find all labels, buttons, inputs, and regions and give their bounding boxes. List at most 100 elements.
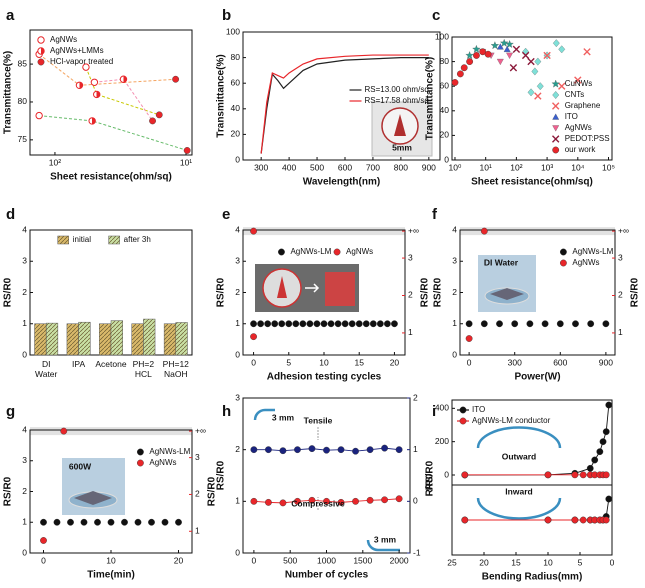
marker <box>465 320 473 328</box>
x-tick-label: 10³ <box>541 162 553 172</box>
marker <box>292 320 300 328</box>
axis-break-band <box>460 227 615 236</box>
marker <box>461 471 469 479</box>
marker <box>544 516 552 524</box>
x-tick-label: 0 <box>251 357 256 367</box>
y-tick-label: 0 <box>452 349 457 359</box>
x-tick-label: 900 <box>422 162 436 172</box>
marker <box>505 39 514 48</box>
marker <box>511 320 519 328</box>
x-tick-label: 500 <box>310 162 324 172</box>
marker <box>175 518 182 526</box>
marker <box>472 44 481 53</box>
marker <box>579 516 587 524</box>
y-tick-label: 1 <box>235 496 240 506</box>
marker <box>556 320 564 328</box>
marker <box>40 518 47 526</box>
legend-marker <box>560 259 567 267</box>
marker <box>499 38 509 47</box>
legend-label: ITO <box>565 112 578 121</box>
x-tick-label: 1000 <box>317 555 336 565</box>
marker <box>552 39 560 48</box>
x-tick-label: DI Water <box>35 359 58 379</box>
marker <box>461 516 469 524</box>
legend-label: RS=13.00 ohm/sq <box>365 85 429 94</box>
y2-tick-label: 0 <box>413 496 418 506</box>
x-axis-label: Adhesion testing cycles <box>267 372 382 383</box>
marker <box>40 537 47 544</box>
marker <box>602 428 610 436</box>
y-tick-label: 20 <box>440 130 450 140</box>
marker <box>605 495 613 503</box>
marker <box>119 75 128 83</box>
marker <box>320 320 328 328</box>
bar <box>131 323 144 356</box>
marker <box>571 516 579 524</box>
marker <box>323 497 330 505</box>
y-tick-label: 0 <box>235 154 240 164</box>
marker <box>456 70 464 78</box>
y2-tick-label: -1 <box>413 547 421 557</box>
marker <box>75 81 84 90</box>
marker <box>527 57 535 66</box>
marker <box>571 471 579 479</box>
legend-swatch <box>57 235 69 245</box>
y2-tick-label: 3 <box>618 252 623 262</box>
annotation: Compressive <box>291 498 345 508</box>
x-tick-label: 600 <box>338 162 352 172</box>
marker <box>250 446 258 454</box>
marker <box>541 320 549 328</box>
x-tick-label: 10² <box>510 162 522 172</box>
bar <box>45 322 59 356</box>
legend-label: CuNWs <box>565 79 593 88</box>
inset-f <box>478 255 536 312</box>
legend-label: initial <box>73 235 91 244</box>
marker <box>250 227 257 235</box>
y-tick-label: 3 <box>235 392 240 402</box>
marker <box>341 320 349 328</box>
y-tick-label: 0 <box>235 349 240 359</box>
marker <box>366 496 374 504</box>
marker <box>294 497 301 505</box>
bar <box>163 323 177 356</box>
legend-label: RS=17.58 ohm/sq <box>365 96 429 105</box>
y-tick-label: 80 <box>440 56 450 66</box>
legend-marker <box>333 248 341 256</box>
marker <box>503 45 511 53</box>
marker <box>352 447 359 455</box>
marker <box>506 52 514 59</box>
marker <box>183 147 191 154</box>
marker <box>376 320 384 328</box>
marker <box>327 320 335 328</box>
x-tick-label: Acetone <box>95 359 127 369</box>
y-tick-label: 80 <box>231 52 241 62</box>
x-tick-label: 1500 <box>353 555 372 565</box>
x-tick-label: 20 <box>390 357 400 367</box>
marker <box>381 444 388 452</box>
panel-label: d <box>6 206 15 223</box>
y2-tick-label: 1 <box>413 444 418 454</box>
legend-marker <box>459 406 467 414</box>
y-tick-label: 100 <box>435 31 449 41</box>
legend-marker <box>459 417 467 425</box>
y-tick-label: 3 <box>235 256 240 266</box>
y-tick-label: 60 <box>440 80 450 90</box>
y-tick-label: 1 <box>22 517 27 527</box>
y-tick-label: 4 <box>452 224 457 234</box>
inset-b <box>371 101 433 157</box>
x-axis-label: Time(min) <box>87 570 135 581</box>
marker <box>265 498 272 506</box>
marker <box>250 497 258 505</box>
marker <box>53 518 61 526</box>
x-tick-label: 400 <box>282 162 296 172</box>
y2-axis-label: RS/R0 <box>425 460 436 490</box>
x-tick-label: 600 <box>553 357 567 367</box>
x-tick-label: PH=12 NaOH <box>162 359 189 379</box>
y-tick-label: 40 <box>440 105 450 115</box>
marker <box>294 446 301 454</box>
x-tick-label: 0 <box>467 357 472 367</box>
marker <box>323 446 330 454</box>
y-tick-label: 0 <box>235 547 240 557</box>
marker <box>172 75 180 83</box>
